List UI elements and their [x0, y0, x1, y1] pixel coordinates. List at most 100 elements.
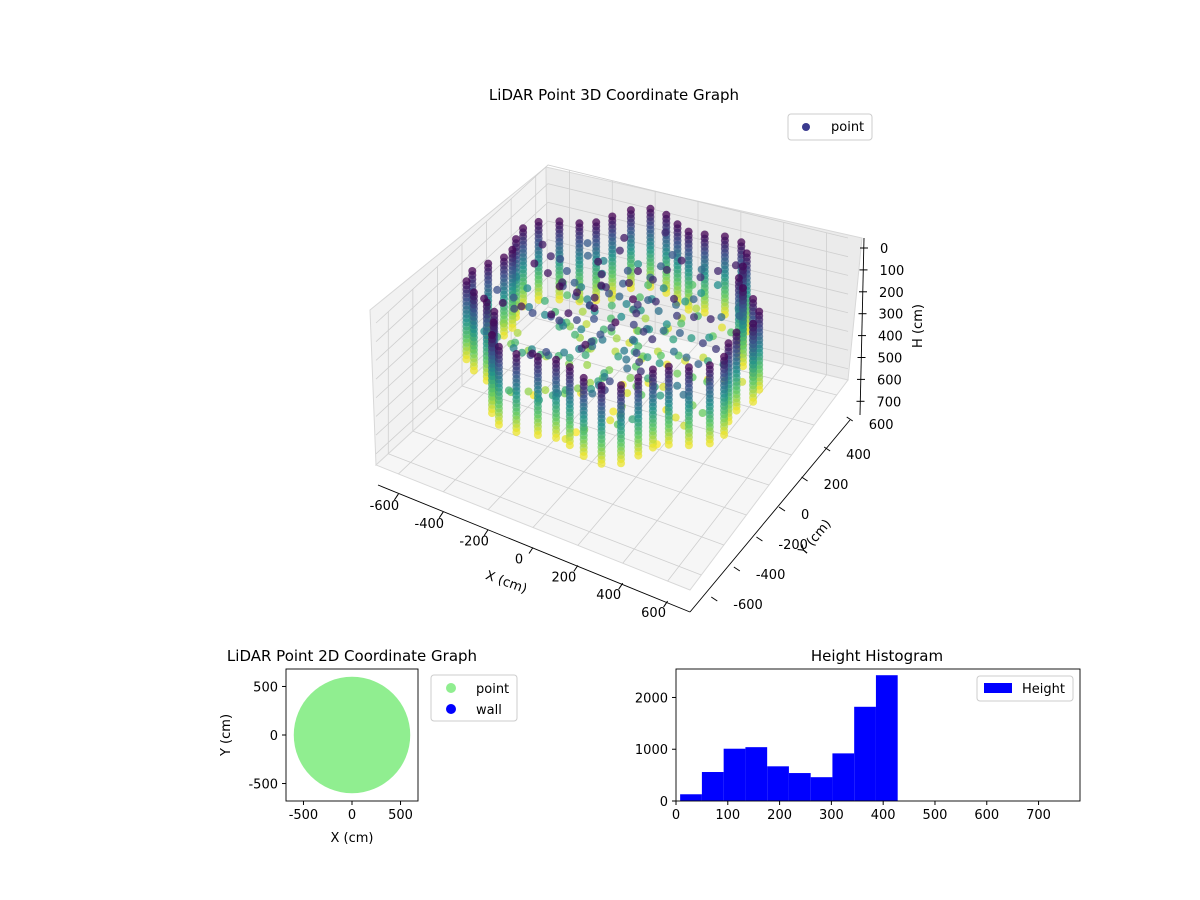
- x-axis-line: [377, 484, 691, 613]
- z-tick-label-3d: 0: [880, 242, 888, 257]
- point-3d: [615, 246, 624, 255]
- point-3d: [622, 355, 631, 364]
- point-3d: [530, 259, 539, 268]
- point-3d: [713, 281, 722, 290]
- point-3d: [656, 262, 665, 271]
- point-3d: [571, 330, 579, 339]
- point-3d: [596, 330, 605, 339]
- y-tick-label-3d: -600: [733, 598, 763, 613]
- point-3d: [540, 296, 549, 305]
- point-3d: [581, 351, 590, 360]
- histogram-title: Height Histogram: [811, 647, 943, 665]
- chart-3d: LiDAR Point 3D Coordinate Graph -600 -400…: [369, 86, 926, 621]
- point-3d: [671, 413, 680, 422]
- x-tick-label-3d: -200: [459, 535, 489, 550]
- y-tick-label-2d: 0: [270, 729, 278, 744]
- point-3d: [687, 334, 696, 343]
- y-tick-3d: [778, 506, 786, 512]
- x-tick-3d: [483, 529, 489, 536]
- point-3d: [641, 314, 650, 323]
- z-axis-label-3d: H (cm): [911, 304, 926, 348]
- x-tick-label-hist: 400: [871, 808, 896, 823]
- point-3d: [677, 319, 686, 328]
- point-3d: [714, 267, 722, 275]
- point-3d: [500, 331, 508, 340]
- point-3d: [749, 397, 758, 406]
- point-3d: [622, 300, 631, 308]
- chart-2d-title: LiDAR Point 2D Coordinate Graph: [227, 647, 477, 665]
- point-3d: [705, 333, 714, 342]
- point-3d: [578, 307, 587, 316]
- point-3d: [542, 348, 551, 356]
- point-3d: [594, 257, 603, 266]
- point-3d: [615, 292, 624, 301]
- point-3d: [607, 301, 616, 310]
- point-3d: [755, 385, 764, 394]
- histogram-bar: [854, 706, 876, 801]
- point-3d: [644, 296, 653, 305]
- point-3d: [626, 374, 635, 382]
- point-3d: [504, 386, 513, 395]
- point-3d: [541, 386, 550, 395]
- point-3d: [581, 340, 590, 349]
- point-3d: [634, 451, 643, 460]
- histogram-bar: [701, 772, 724, 801]
- y-axis-line: [689, 419, 851, 613]
- point-3d: [513, 328, 522, 337]
- point-3d: [662, 320, 671, 329]
- legend-histogram: Height: [976, 675, 1074, 702]
- point-3d: [698, 339, 707, 348]
- y-tick-label-3d: 200: [824, 478, 849, 493]
- point-3d: [654, 307, 663, 315]
- point-3d: [552, 433, 561, 442]
- y-tick-label-2d: -500: [248, 778, 278, 793]
- point-3d: [617, 459, 625, 468]
- point-3d: [597, 270, 606, 279]
- y-tick-3d: [711, 596, 718, 602]
- point-3d: [517, 302, 526, 311]
- point-3d: [731, 261, 740, 270]
- point-3d: [590, 293, 599, 302]
- point-3d: [677, 256, 686, 265]
- point-3d: [600, 372, 609, 381]
- x-tick-label-hist: 0: [672, 808, 680, 823]
- point-3d: [563, 291, 572, 300]
- point-cloud: [462, 204, 764, 468]
- point-3d: [700, 308, 709, 317]
- point-3d: [543, 269, 552, 278]
- z-tick-label-3d: 600: [877, 373, 902, 388]
- point-3d: [597, 281, 606, 290]
- point-3d: [597, 459, 606, 468]
- x-tick-3d: [528, 547, 534, 554]
- point-3d: [689, 295, 698, 304]
- histogram-frame: [675, 668, 1081, 802]
- point-3d: [611, 318, 620, 327]
- x-tick-3d: [663, 600, 668, 608]
- point-3d: [656, 351, 665, 360]
- point-3d: [573, 288, 581, 297]
- point-3d: [629, 320, 638, 329]
- point-3d: [560, 348, 569, 357]
- point-3d: [635, 358, 644, 367]
- y-tick-3d: [846, 416, 853, 422]
- point-3d: [583, 239, 592, 248]
- point-3d: [494, 420, 503, 429]
- point-3d: [664, 440, 673, 449]
- point-3d: [720, 430, 729, 439]
- plot-2d-area: -500 0 500 -500 0 500: [248, 668, 419, 823]
- point-3d: [633, 300, 642, 309]
- point-3d: [620, 233, 629, 242]
- point-3d: [488, 409, 496, 418]
- legend-2d-marker-wall: [446, 704, 456, 714]
- legend-2d-label-point: point: [476, 682, 509, 697]
- point-3d: [588, 389, 597, 398]
- grid-line: [388, 453, 702, 576]
- histogram-bar: [767, 766, 789, 801]
- y-tick-label-hist: 1000: [635, 743, 668, 758]
- grid-line: [375, 164, 849, 324]
- point-3d: [670, 294, 678, 303]
- grid-line: [375, 183, 849, 342]
- grid-line: [412, 430, 724, 546]
- point-3d: [690, 313, 698, 322]
- point-3d: [534, 296, 543, 304]
